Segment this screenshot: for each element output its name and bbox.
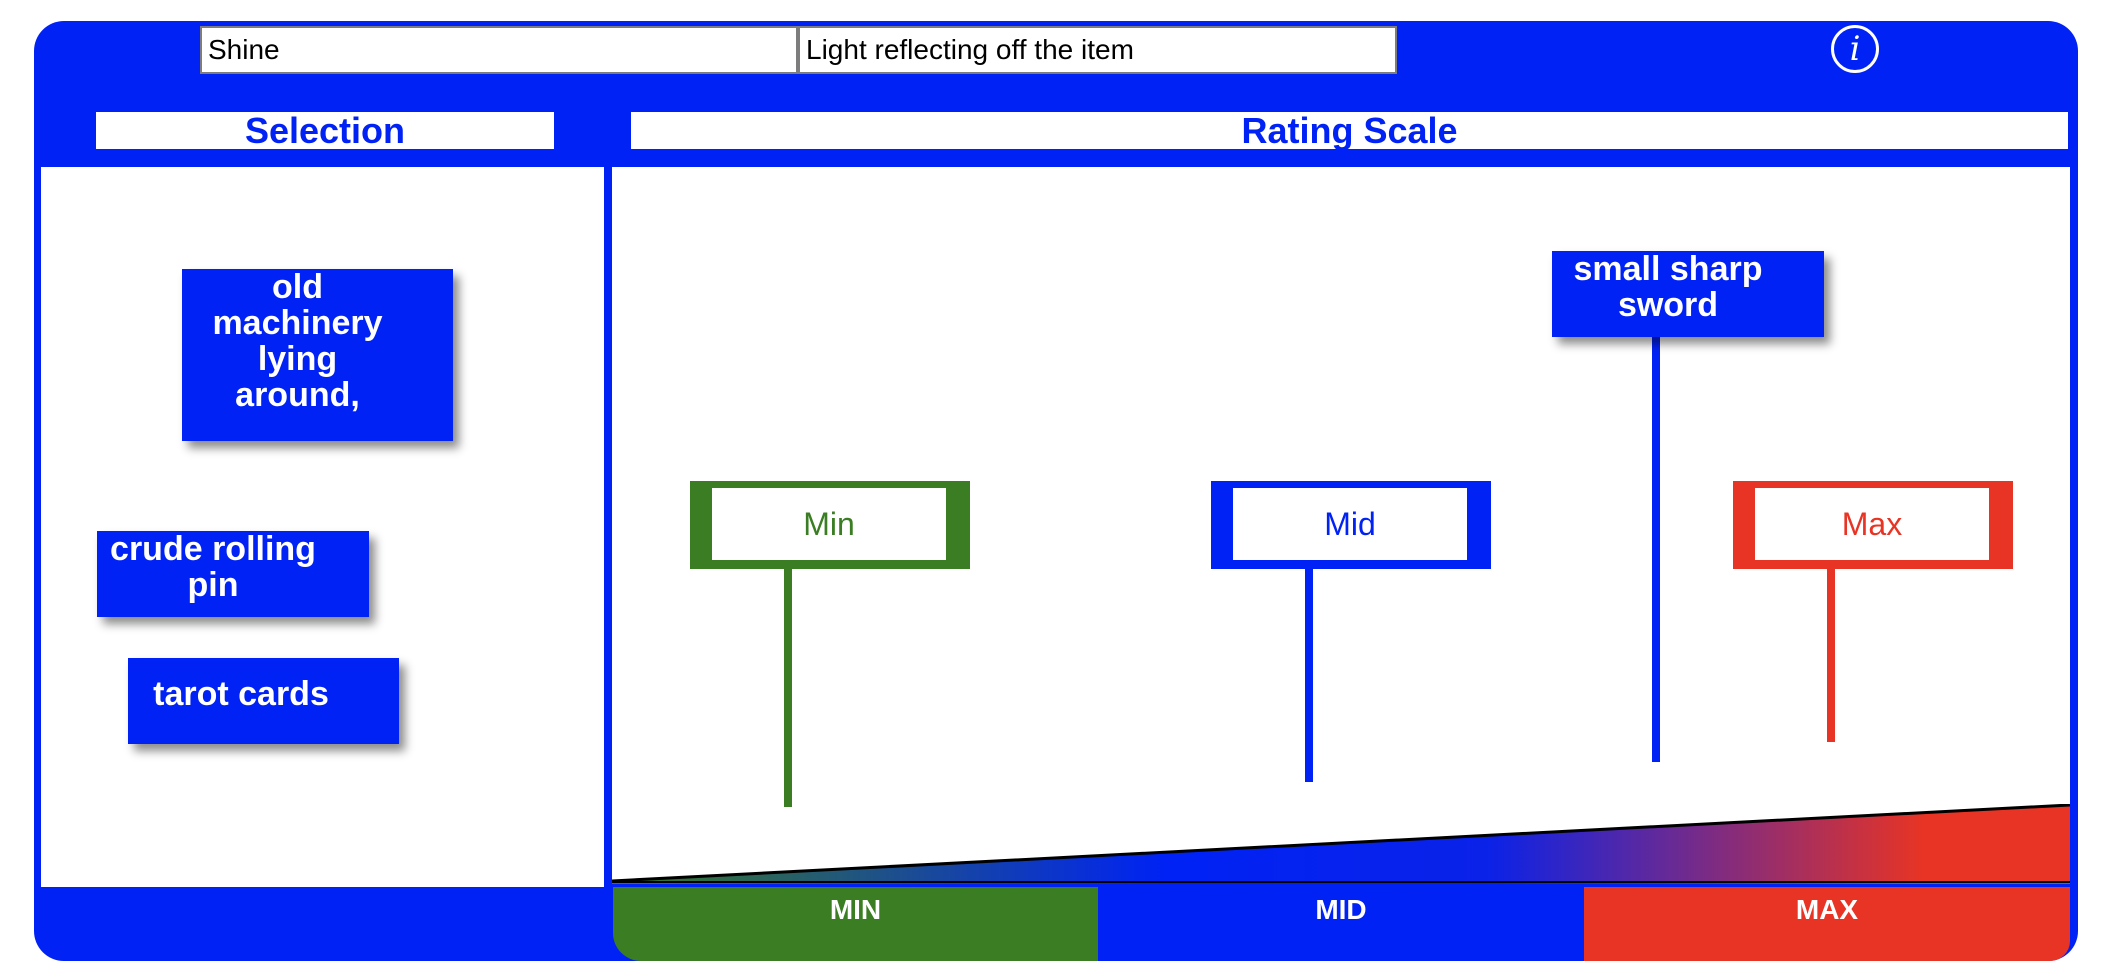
item-name-field[interactable]: Shine (200, 26, 798, 74)
mid-marker-label: Mid (1233, 488, 1467, 560)
footer-min-zone: MIN (613, 887, 1098, 961)
selection-card-tarot-cards[interactable]: tarot cards (128, 658, 399, 744)
selection-card-old-machinery[interactable]: old machinery lying around, (182, 269, 453, 441)
mid-marker: Mid (1211, 481, 1491, 569)
rating-scale-header: Rating Scale (631, 112, 2068, 149)
max-marker-label: Max (1755, 488, 1989, 560)
rating-gradient-ramp (612, 804, 2070, 884)
mid-marker-stem (1305, 542, 1313, 782)
min-marker: Min (690, 481, 970, 569)
rating-app: Shine Light reflecting off the item i Se… (34, 21, 2078, 961)
max-marker: Max (1733, 481, 2013, 569)
max-marker-stem (1827, 542, 1835, 742)
min-marker-label: Min (712, 488, 946, 560)
item-description-field[interactable]: Light reflecting off the item (798, 26, 1397, 74)
info-icon[interactable]: i (1831, 25, 1879, 73)
rating-scale-panel: Min Mid Max small sharp sword (612, 167, 2070, 884)
placed-card-stem (1652, 317, 1660, 762)
footer-mid-zone: MID (1098, 887, 1584, 961)
min-marker-stem (784, 542, 792, 807)
footer-max-zone: MAX (1584, 887, 2070, 961)
selection-header: Selection (96, 112, 554, 149)
selection-card-crude-rolling-pin[interactable]: crude rolling pin (97, 531, 369, 617)
selection-panel: old machinery lying around, crude rollin… (41, 167, 604, 887)
placed-card-small-sharp-sword[interactable]: small sharp sword (1552, 251, 1824, 337)
